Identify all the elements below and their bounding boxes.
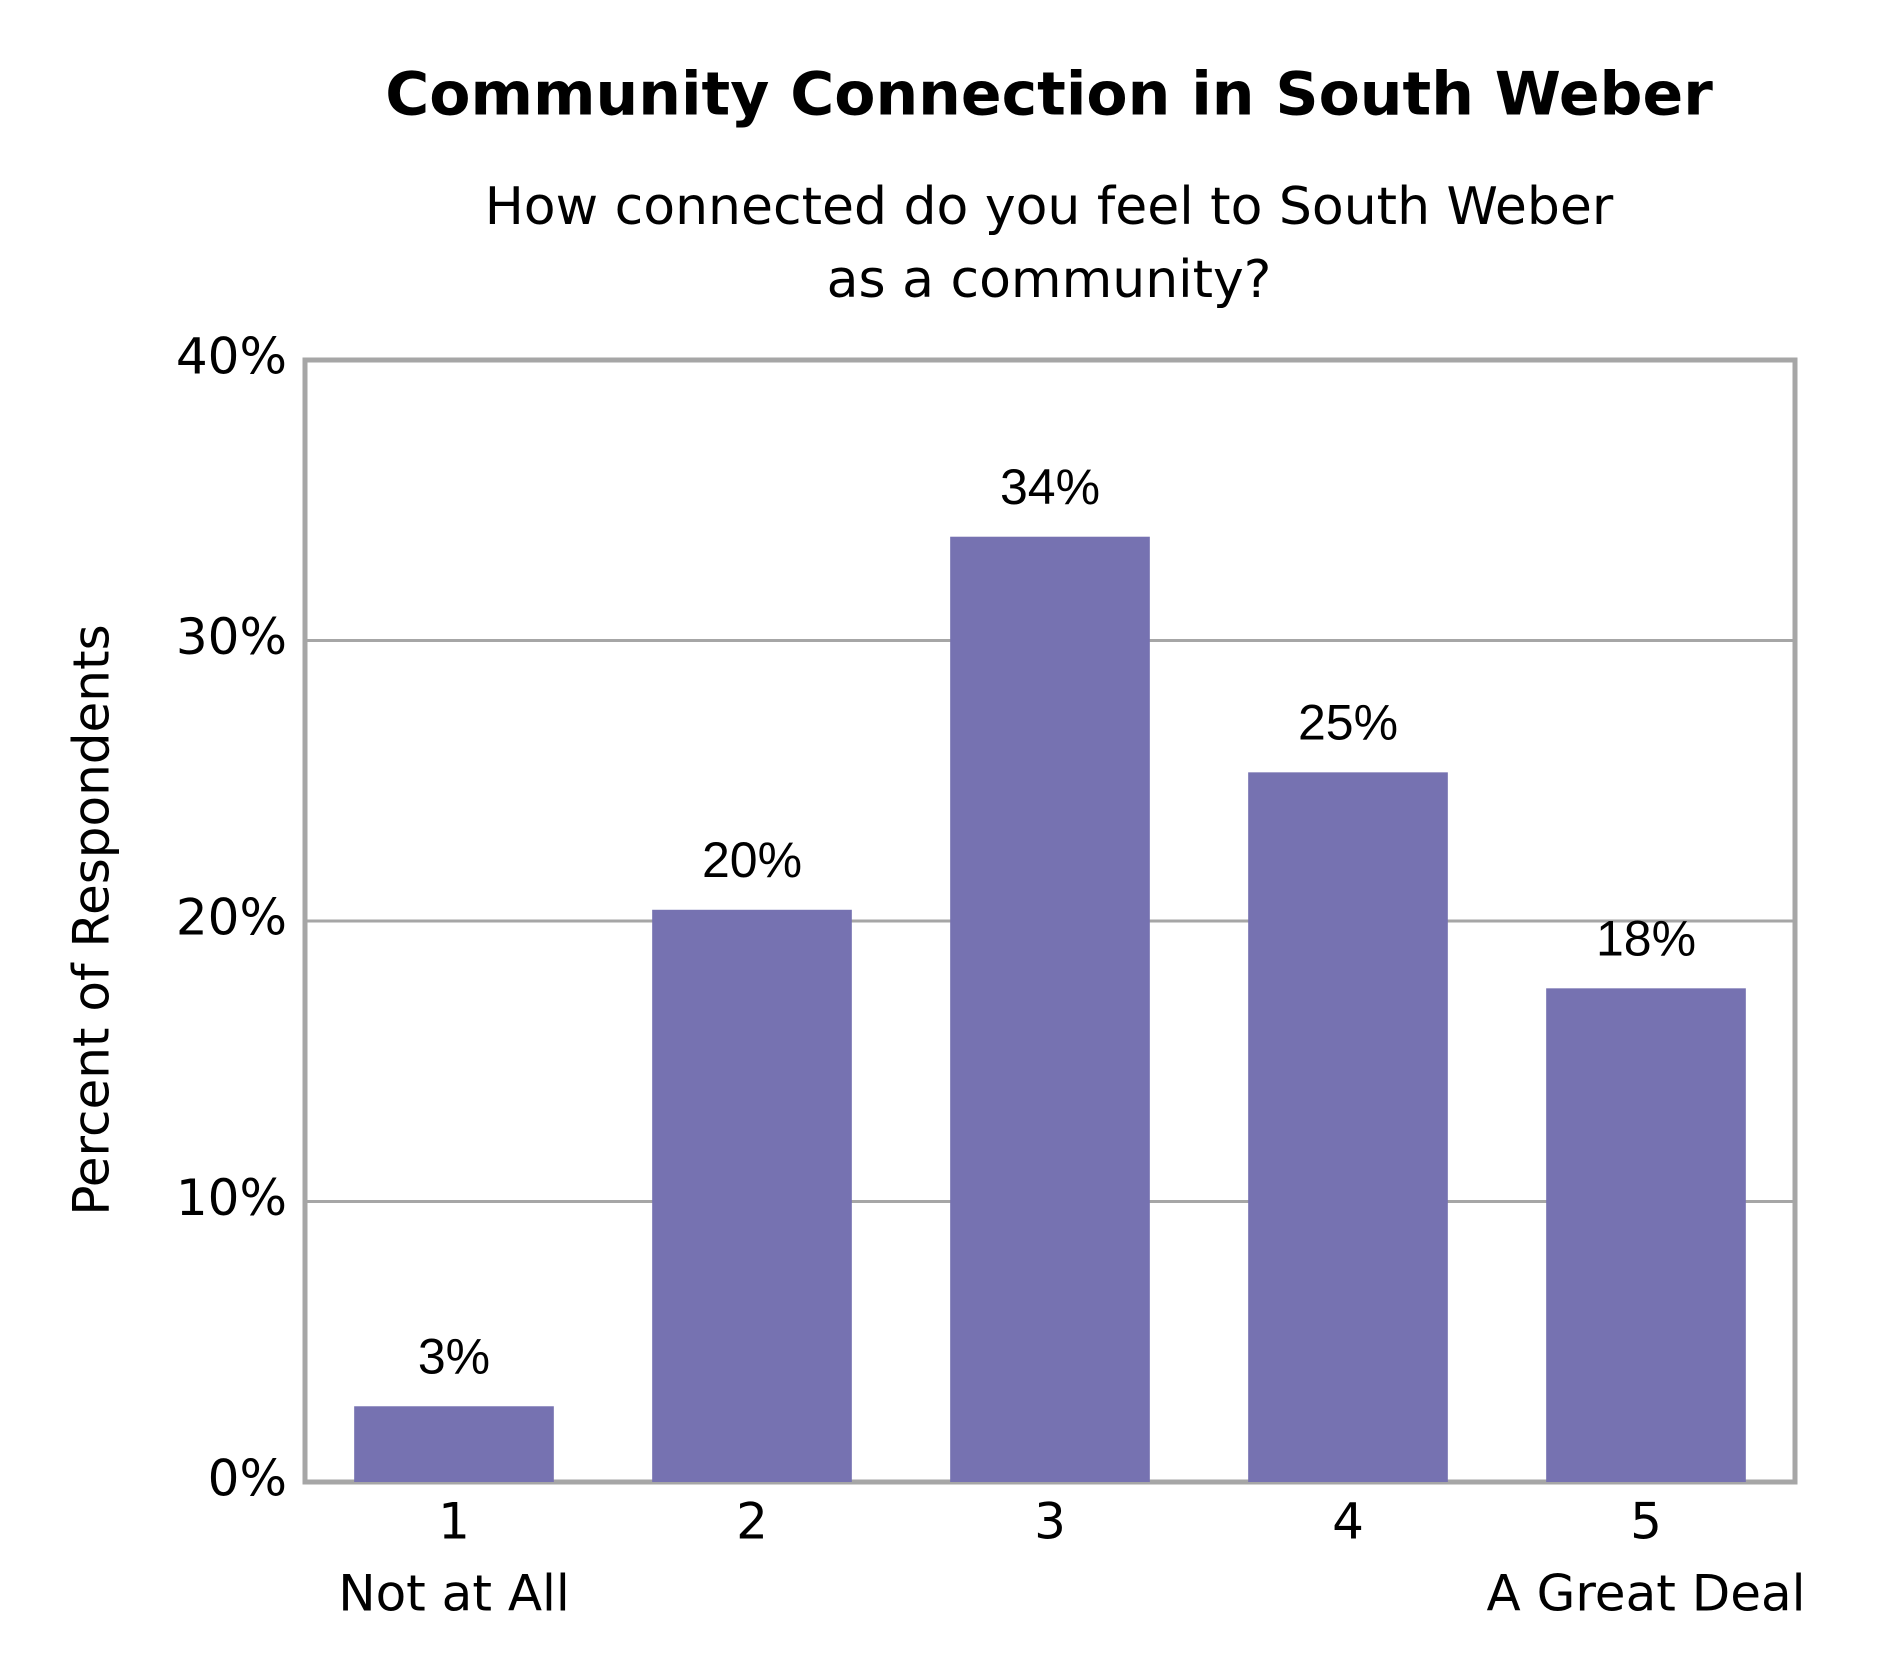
- bar: [1248, 772, 1448, 1482]
- value-label: 3%: [418, 1328, 490, 1384]
- chart-subtitle: as a community?: [827, 250, 1272, 310]
- x-tick-label: 5: [1630, 1493, 1662, 1551]
- bar: [950, 536, 1150, 1482]
- value-label: 20%: [702, 832, 802, 888]
- y-tick-label: 40%: [176, 328, 287, 386]
- value-label: 34%: [1000, 459, 1100, 515]
- x-tick-label: 3: [1034, 1493, 1066, 1551]
- bar: [1546, 988, 1746, 1482]
- chart-title: Community Connection in South Weber: [385, 60, 1713, 130]
- y-tick-label: 10%: [176, 1169, 287, 1227]
- scale-label: Not at All: [338, 1565, 570, 1623]
- value-label: 18%: [1596, 911, 1696, 967]
- bar: [354, 1406, 554, 1482]
- scale-label: A Great Deal: [1487, 1565, 1806, 1623]
- y-tick-label: 20%: [176, 889, 287, 947]
- x-tick-label: 1: [438, 1493, 470, 1551]
- value-label: 25%: [1298, 695, 1398, 751]
- y-axis-title: Percent of Respondents: [63, 624, 121, 1215]
- y-tick-label: 30%: [176, 608, 287, 666]
- y-tick-label: 0%: [208, 1450, 287, 1508]
- bar: [652, 909, 852, 1482]
- x-tick-label: 2: [736, 1493, 768, 1551]
- x-tick-label: 4: [1332, 1493, 1364, 1551]
- chart-subtitle: How connected do you feel to South Weber: [485, 177, 1614, 237]
